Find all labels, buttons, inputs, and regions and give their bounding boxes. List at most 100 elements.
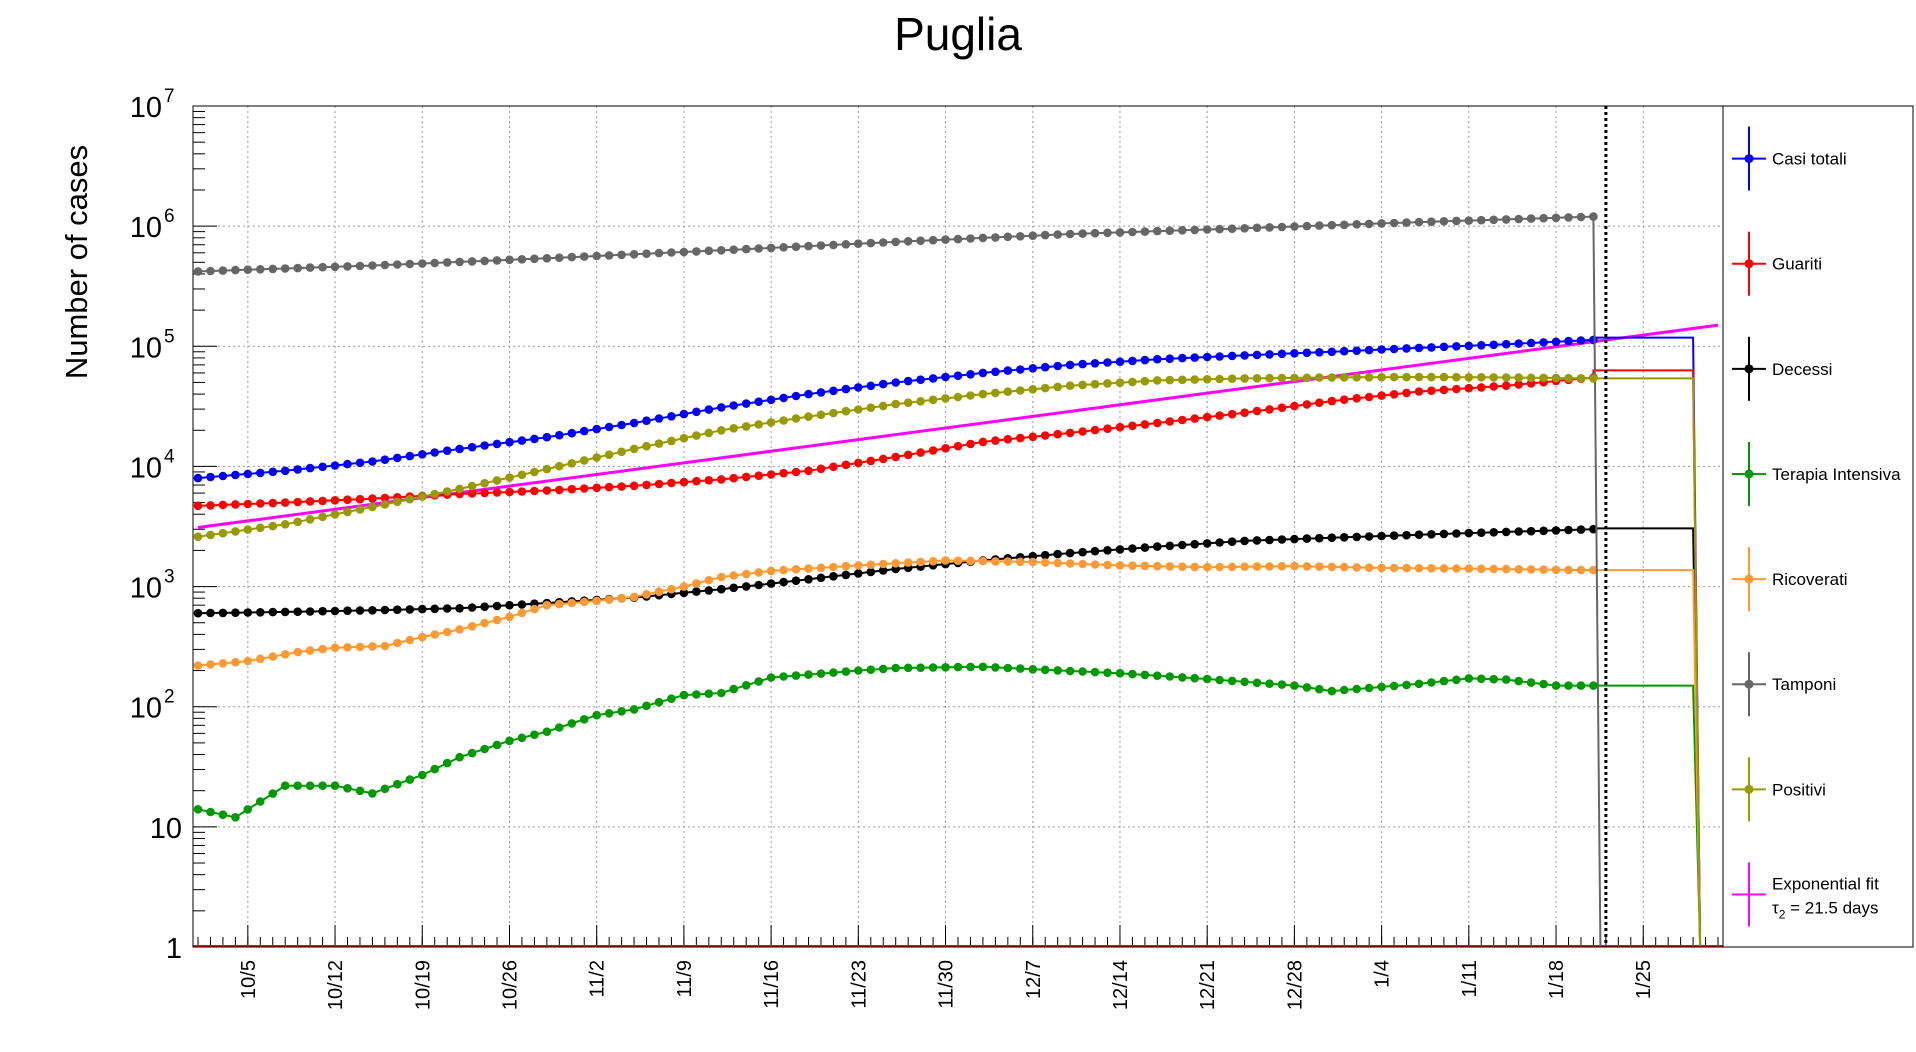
data-point [1539, 213, 1548, 223]
data-point [293, 607, 303, 616]
data-point [1414, 217, 1424, 227]
chart-title: Puglia [894, 8, 1022, 60]
data-point [841, 561, 851, 571]
data-point [1489, 340, 1498, 350]
data-point [891, 663, 900, 673]
data-point [878, 559, 888, 569]
data-point [530, 730, 539, 739]
data-point [642, 249, 651, 258]
data-point [418, 770, 427, 780]
data-point [1389, 390, 1399, 399]
data-point [1153, 671, 1162, 680]
data-point [368, 606, 377, 615]
data-point [1551, 213, 1561, 223]
data-point [1464, 674, 1474, 683]
data-point [1265, 679, 1274, 688]
data-point [991, 388, 1000, 398]
y-tick-label: 10 [130, 92, 162, 124]
data-point [1277, 349, 1287, 359]
x-tick-label: 12/28 [1284, 960, 1306, 1010]
series-line [197, 559, 1702, 947]
data-point [1215, 675, 1224, 685]
data-point [1215, 562, 1224, 572]
data-point [1078, 427, 1087, 436]
data-point [1040, 550, 1050, 560]
data-point [530, 604, 539, 614]
data-point [804, 564, 813, 573]
data-point [1514, 380, 1523, 389]
data-point [642, 480, 651, 490]
data-point [1364, 345, 1374, 355]
data-point [779, 672, 788, 681]
data-point [255, 523, 265, 533]
data-point [1514, 527, 1523, 536]
data-point [854, 239, 863, 248]
data-point [1165, 226, 1175, 235]
data-point [1315, 373, 1324, 382]
data-point [1539, 526, 1548, 536]
data-point [330, 461, 340, 470]
data-point [1427, 386, 1436, 396]
data-point [717, 688, 726, 698]
data-point [841, 570, 851, 580]
data-point [1165, 562, 1175, 571]
data-point [305, 646, 315, 655]
data-point [380, 605, 390, 615]
data-point [1402, 218, 1411, 227]
data-point [255, 468, 265, 478]
legend-marker [1744, 364, 1754, 374]
data-point [1427, 678, 1436, 687]
data-point [542, 464, 552, 474]
data-point [1003, 557, 1013, 566]
data-point [878, 454, 888, 464]
data-point [467, 481, 477, 491]
data-point [1003, 232, 1013, 242]
data-point [717, 475, 726, 484]
data-point [1153, 226, 1162, 236]
data-point [1302, 221, 1312, 231]
data-point [1339, 562, 1349, 572]
data-point [692, 431, 701, 440]
y-tick-label: 10 [130, 212, 162, 244]
data-point [1364, 563, 1374, 572]
data-point [1352, 532, 1361, 542]
data-point [1153, 418, 1162, 428]
data-point [355, 606, 365, 615]
data-point [692, 579, 701, 588]
data-point [1115, 422, 1125, 432]
data-point [1140, 420, 1150, 429]
data-point [1427, 343, 1436, 352]
data-point [1003, 663, 1013, 673]
x-tick-label: 10/26 [499, 960, 521, 1010]
data-point [579, 715, 589, 724]
data-point [754, 677, 763, 686]
data-point [1215, 411, 1224, 420]
data-point [442, 627, 452, 637]
data-point [1227, 676, 1237, 686]
data-point [866, 560, 876, 569]
data-point [642, 701, 651, 711]
data-point [941, 394, 950, 403]
data-point [1190, 414, 1199, 423]
data-point [704, 575, 714, 585]
legend-marker [1744, 784, 1754, 794]
data-point [1452, 216, 1461, 226]
series-casi-totali [193, 335, 1702, 947]
data-point [1178, 415, 1187, 425]
data-point [355, 458, 365, 468]
data-point [1252, 536, 1262, 545]
data-point [1215, 374, 1224, 384]
data-point [1053, 666, 1062, 675]
data-point [1252, 678, 1262, 688]
data-point [816, 410, 826, 420]
data-point [1352, 346, 1361, 356]
data-point [542, 600, 552, 610]
data-point [841, 406, 851, 416]
data-point [1065, 666, 1075, 676]
data-point [480, 488, 489, 498]
data-point [953, 392, 963, 402]
data-point [592, 596, 601, 606]
data-point [517, 733, 527, 743]
data-point [330, 510, 340, 519]
